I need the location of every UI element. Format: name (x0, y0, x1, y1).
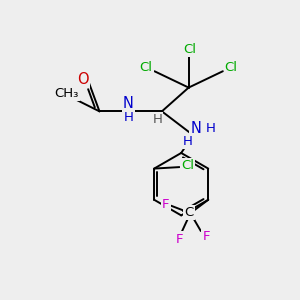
Text: F: F (202, 230, 210, 243)
Text: F: F (176, 232, 184, 245)
Text: Cl: Cl (140, 61, 153, 74)
Text: Cl: Cl (181, 159, 194, 172)
Text: N: N (190, 121, 202, 136)
Text: Cl: Cl (184, 43, 196, 56)
Text: O: O (77, 72, 88, 87)
Text: H: H (183, 135, 193, 148)
Text: F: F (162, 198, 169, 211)
Text: H: H (206, 122, 216, 135)
Text: C: C (184, 206, 194, 219)
Text: H: H (123, 111, 133, 124)
Text: Cl: Cl (225, 61, 238, 74)
Text: H: H (152, 113, 162, 126)
Text: N: N (123, 96, 134, 111)
Text: CH₃: CH₃ (55, 87, 79, 100)
